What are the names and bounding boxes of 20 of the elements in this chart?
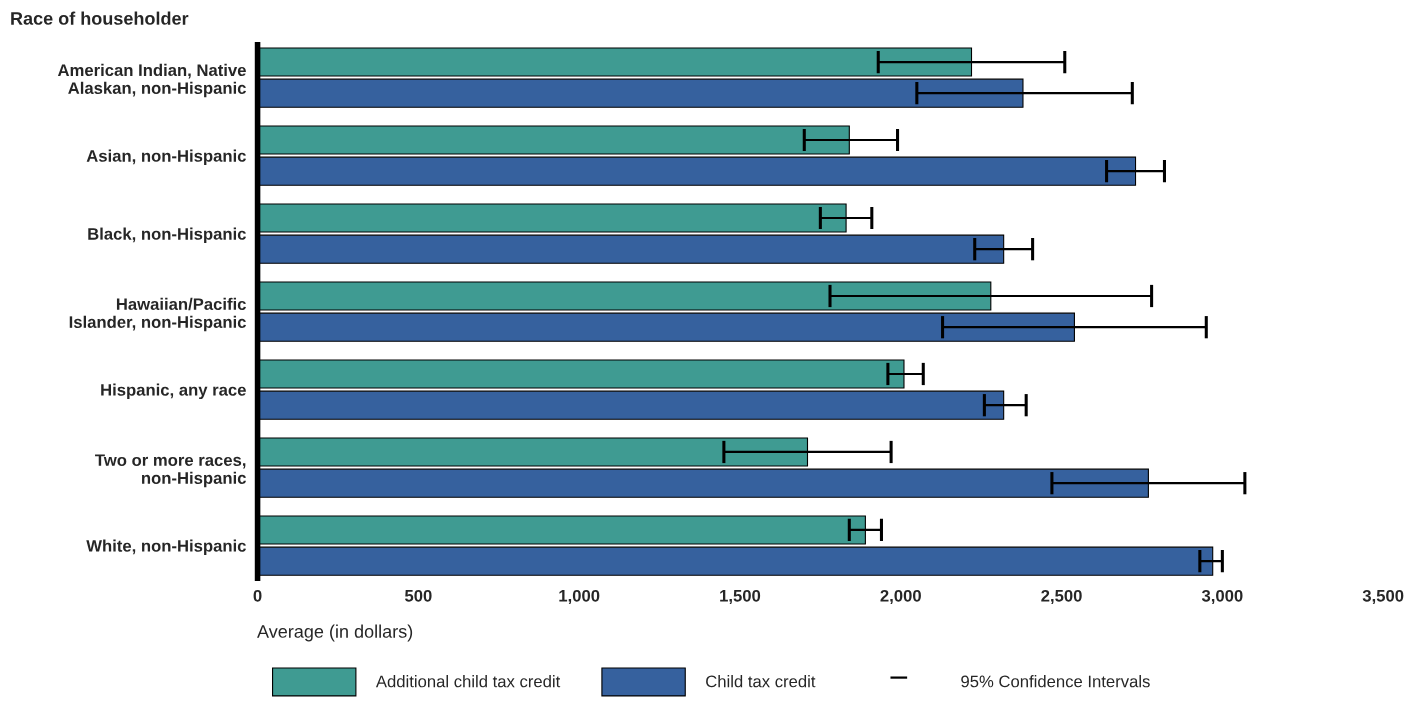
x-tick-label: 2,500	[1041, 589, 1082, 605]
x-tick-label: 3,500	[1362, 589, 1404, 605]
y-tick-label: Asian, non-Hispanic	[86, 149, 246, 166]
x-axis-title: Average (in dollars)	[257, 624, 413, 642]
y-tick-label: American Indian, Native Alaskan, non-Hispanic	[57, 63, 246, 98]
y-axis-title: Race of householder	[11, 11, 189, 25]
y-tick-label: Hawaiian/Pacific Islander, non-Hispanic	[69, 297, 246, 332]
y-tick-label: Two or more races, non-Hispanic	[95, 454, 246, 488]
x-tick-label: 3,000	[1201, 589, 1243, 605]
x-tick-label: 2,000	[880, 589, 921, 605]
x-tick-label: 1,500	[720, 589, 761, 605]
legend-label: Child tax credit	[706, 675, 816, 688]
x-tick-label: 500	[404, 589, 432, 602]
y-tick-label: Hispanic, any race	[101, 383, 246, 400]
x-tick-label: 0	[253, 589, 262, 602]
y-tick-label: Black, non-Hispanic	[88, 227, 246, 244]
x-tick-label: 1,000	[559, 589, 600, 605]
text: 95% Confidence Intervals	[961, 675, 1150, 688]
legend-label: Additional child tax credit	[375, 675, 561, 688]
y-tick-label: White, non-Hispanic	[86, 539, 246, 556]
